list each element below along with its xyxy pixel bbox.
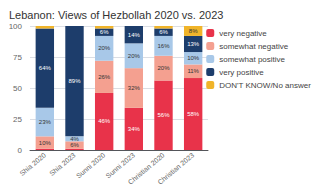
svg-text:Sunni 2023: Sunni 2023 <box>104 151 137 180</box>
svg-text:58%: 58% <box>187 111 200 117</box>
svg-text:20%: 20% <box>98 45 111 51</box>
svg-text:Shia 2023: Shia 2023 <box>48 151 77 177</box>
svg-text:64%: 64% <box>39 65 52 71</box>
svg-text:DON'T KNOW/No answer: DON'T KNOW/No answer <box>219 81 311 90</box>
svg-text:26%: 26% <box>98 74 111 80</box>
svg-text:very negative: very negative <box>219 29 267 38</box>
svg-text:89%: 89% <box>68 78 81 84</box>
svg-text:50: 50 <box>13 84 22 93</box>
svg-text:25: 25 <box>13 115 22 124</box>
svg-text:34%: 34% <box>128 126 141 132</box>
svg-text:20%: 20% <box>157 65 170 71</box>
svg-text:somewhat positive: somewhat positive <box>219 55 285 64</box>
svg-text:Sunni 2020: Sunni 2020 <box>75 151 107 179</box>
svg-text:Lebanon: Views of Hezbollah 20: Lebanon: Views of Hezbollah 2020 vs. 202… <box>9 9 223 21</box>
svg-text:6%: 6% <box>70 142 79 148</box>
svg-text:100: 100 <box>9 22 23 31</box>
svg-text:13%: 13% <box>187 41 200 47</box>
svg-text:somewhat negative: somewhat negative <box>219 42 288 51</box>
svg-text:Christian 2023: Christian 2023 <box>156 151 195 185</box>
svg-text:46%: 46% <box>98 118 111 124</box>
svg-text:very positive: very positive <box>219 68 264 77</box>
svg-text:Shia 2020: Shia 2020 <box>18 151 47 177</box>
svg-text:56%: 56% <box>157 112 170 118</box>
svg-text:6%: 6% <box>100 29 109 35</box>
svg-text:16%: 16% <box>157 43 170 49</box>
svg-text:23%: 23% <box>39 119 52 125</box>
svg-text:14%: 14% <box>128 32 141 38</box>
svg-text:75: 75 <box>13 53 22 62</box>
svg-text:11%: 11% <box>187 68 199 74</box>
svg-text:0: 0 <box>18 146 23 155</box>
svg-text:6%: 6% <box>159 29 168 35</box>
svg-text:4%: 4% <box>70 136 79 142</box>
svg-text:10%: 10% <box>39 140 52 146</box>
svg-text:10%: 10% <box>187 55 200 61</box>
svg-text:20%: 20% <box>128 53 141 59</box>
svg-text:Christian 2020: Christian 2020 <box>126 151 166 186</box>
svg-text:8%: 8% <box>189 28 198 34</box>
svg-text:32%: 32% <box>128 85 141 91</box>
